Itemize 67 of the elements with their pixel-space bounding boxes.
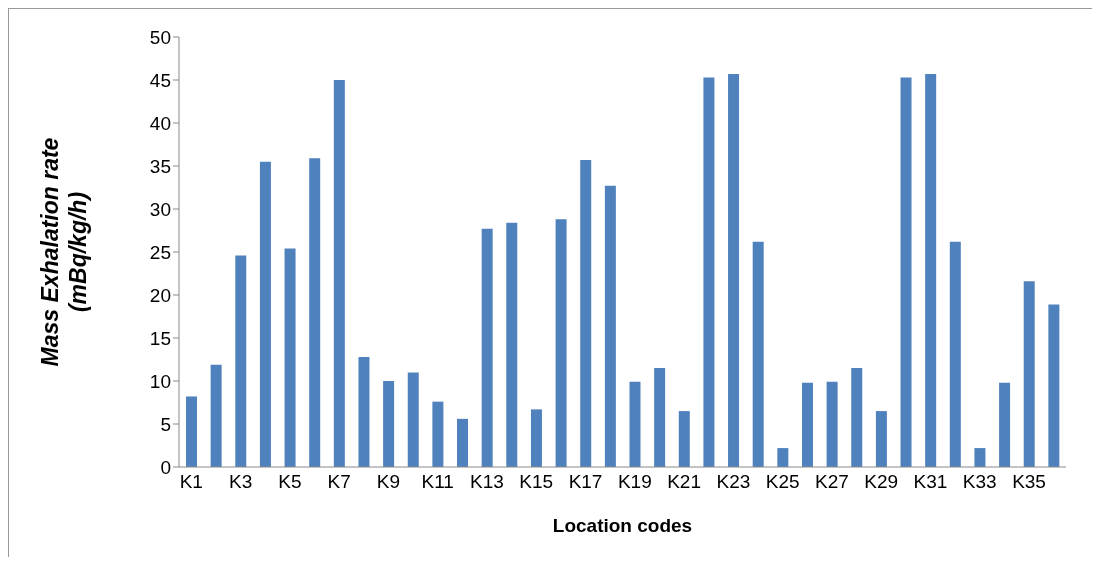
bar <box>210 364 222 467</box>
x-tick-label: K15 <box>519 471 554 493</box>
x-tick-label: K7 <box>327 471 351 493</box>
x-tick-label: K35 <box>1012 471 1046 493</box>
bar <box>1048 304 1060 467</box>
bar <box>284 248 296 467</box>
x-tick-label: K33 <box>962 471 997 493</box>
x-tick-label: K27 <box>815 471 849 493</box>
bar <box>407 372 419 467</box>
bar <box>752 241 764 467</box>
bar <box>629 381 641 467</box>
x-tick-label: K1 <box>179 471 203 493</box>
x-tick-label: K19 <box>617 471 652 493</box>
bar <box>728 73 740 467</box>
y-tick-label: 5 <box>160 413 171 435</box>
bar <box>949 241 961 467</box>
bar <box>875 411 887 467</box>
bar <box>530 409 542 467</box>
x-tick-label: K3 <box>228 471 253 493</box>
y-tick-label: 15 <box>149 327 171 349</box>
y-tick-label: 50 <box>149 26 171 48</box>
y-tick-label: 45 <box>149 69 171 91</box>
bar <box>654 368 666 467</box>
y-tick-label: 0 <box>160 456 171 478</box>
x-tick-label: K9 <box>376 471 401 493</box>
bar <box>235 255 247 467</box>
bar <box>826 381 838 467</box>
bar <box>851 368 863 467</box>
bar <box>481 228 493 467</box>
bar <box>555 219 567 467</box>
x-tick-label: K11 <box>421 471 454 493</box>
y-tick-label: 40 <box>149 112 171 134</box>
bar <box>900 77 912 467</box>
x-tick-label: K25 <box>765 471 800 493</box>
bar <box>358 356 370 467</box>
bar <box>801 382 813 467</box>
x-tick-label: K17 <box>568 471 603 493</box>
x-tick-label: K13 <box>470 471 504 493</box>
y-axis-title: Mass Exhalation rate (mBq/kg/h) <box>37 137 91 367</box>
x-tick-label: K21 <box>667 471 701 493</box>
bar <box>678 411 690 467</box>
y-tick-label: 35 <box>149 155 171 177</box>
bar <box>259 161 271 467</box>
bar <box>309 158 321 467</box>
x-tick-label: K29 <box>864 471 899 493</box>
bar <box>604 185 616 467</box>
y-tick-label: 20 <box>149 284 171 306</box>
bar <box>580 159 592 467</box>
bar <box>383 381 395 467</box>
y-tick-label: 10 <box>149 370 171 392</box>
y-tick-label: 30 <box>149 198 171 220</box>
bar <box>703 77 715 467</box>
bar <box>333 80 345 467</box>
bar <box>1023 281 1035 467</box>
bar <box>974 448 986 467</box>
y-tick-label: 25 <box>149 241 171 263</box>
bar <box>925 73 937 467</box>
bar <box>999 382 1011 467</box>
bar <box>506 222 518 467</box>
x-tick-label: K31 <box>913 471 948 493</box>
x-tick-label: K5 <box>278 471 302 493</box>
bar <box>432 401 444 467</box>
bar <box>457 418 469 467</box>
x-axis-title: Location codes <box>552 515 693 536</box>
bar <box>777 448 789 467</box>
x-tick-label: K23 <box>716 471 751 493</box>
bar <box>186 396 197 467</box>
